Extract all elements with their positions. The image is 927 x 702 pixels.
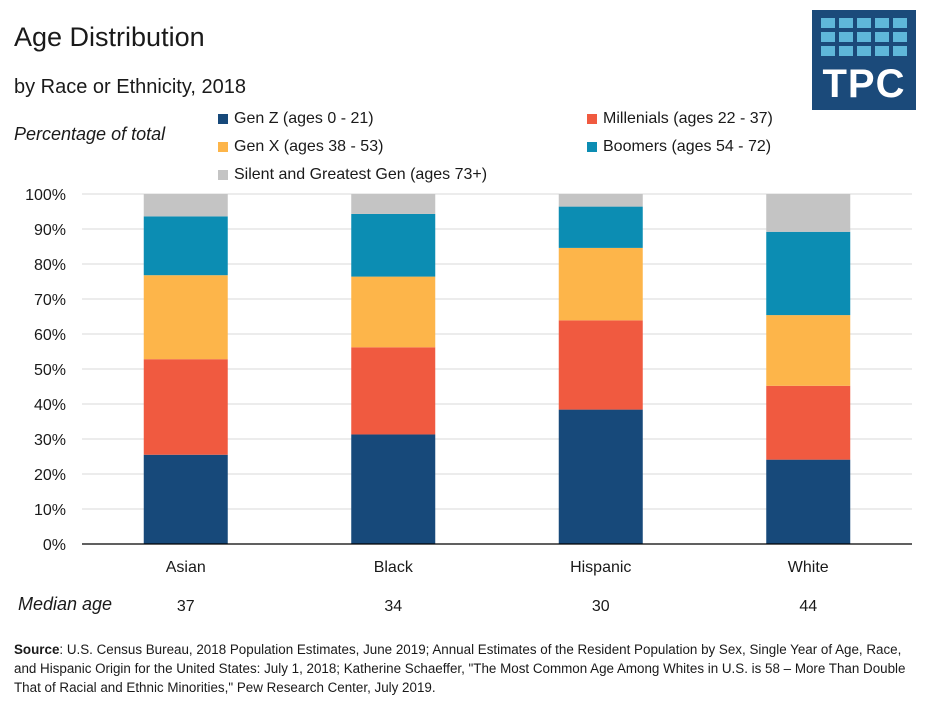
logo-grid-cell <box>893 32 907 42</box>
source-text: : U.S. Census Bureau, 2018 Population Es… <box>14 642 906 695</box>
legend-item-millenials: Millenials (ages 22 - 37) <box>587 110 773 128</box>
legend-item-boomers: Boomers (ages 54 - 72) <box>587 138 771 156</box>
bar-black-gen-x <box>351 276 436 348</box>
bar-white-millenials <box>766 385 851 460</box>
bar-hispanic-boomers <box>558 206 643 248</box>
tpc-logo: TPC <box>812 10 916 110</box>
legend-label-gen-x: Gen X (ages 38 - 53) <box>234 138 384 155</box>
x-tick-label-hispanic: Hispanic <box>570 559 631 576</box>
bar-asian-boomers <box>143 216 228 276</box>
logo-grid-cell <box>857 46 871 56</box>
logo-grid-cell <box>857 32 871 42</box>
logo-grid-cell <box>821 32 835 42</box>
logo-grid-cell <box>875 32 889 42</box>
y-tick-label: 20% <box>34 467 66 484</box>
source-label: Source <box>14 642 60 657</box>
y-tick-label: 10% <box>34 502 66 519</box>
logo-grid-cell <box>893 46 907 56</box>
chart-title: Age Distribution <box>14 22 205 52</box>
y-tick-label: 40% <box>34 397 66 414</box>
bar-hispanic-gen-x <box>558 247 643 321</box>
logo-grid-cell <box>857 18 871 28</box>
bar-asian-millenials <box>143 359 228 455</box>
legend-item-gen-x: Gen X (ages 38 - 53) <box>218 138 383 156</box>
x-tick-label-asian: Asian <box>166 559 206 576</box>
median-age-label: Median age <box>18 594 113 614</box>
logo-grid-cell <box>875 46 889 56</box>
logo-text: TPC <box>822 62 906 106</box>
legend-label-boomers: Boomers (ages 54 - 72) <box>603 138 772 155</box>
y-tick-label: 50% <box>34 362 66 379</box>
bar-white-silent <box>766 194 851 232</box>
bar-asian-gen-x <box>143 275 228 360</box>
bar-hispanic-gen-z <box>558 409 643 544</box>
median-age-black: 34 <box>384 598 403 615</box>
logo-grid-cell <box>821 18 835 28</box>
legend-label-millenials: Millenials (ages 22 - 37) <box>603 110 773 127</box>
bar-black-silent <box>351 194 436 214</box>
y-tick-label: 100% <box>25 187 66 204</box>
y-tick-label: 80% <box>34 257 66 274</box>
bar-asian-gen-z <box>143 454 228 544</box>
median-age-asian: 37 <box>176 598 195 615</box>
bar-white-gen-x <box>766 315 851 386</box>
median-age-white: 44 <box>799 598 818 615</box>
bar-white-gen-z <box>766 459 851 544</box>
x-tick-label-white: White <box>788 559 829 576</box>
legend-swatch-millenials <box>587 114 597 124</box>
legend-swatch-silent <box>218 170 228 180</box>
legend-item-silent: Silent and Greatest Gen (ages 73+) <box>218 166 487 184</box>
bar-hispanic-millenials <box>558 320 643 410</box>
median-age-hispanic: 30 <box>591 598 610 615</box>
legend-swatch-gen-x <box>218 142 228 152</box>
bar-black-boomers <box>351 213 436 277</box>
y-tick-label: 0% <box>43 537 66 554</box>
y-tick-label: 70% <box>34 292 66 309</box>
logo-grid-cell <box>893 18 907 28</box>
bar-white-boomers <box>766 231 851 316</box>
legend-swatch-gen-z <box>218 114 228 124</box>
y-tick-label: 60% <box>34 327 66 344</box>
bar-black-millenials <box>351 347 436 435</box>
logo-grid-cell <box>821 46 835 56</box>
y-axis-label: Percentage of total <box>14 124 166 144</box>
logo-grid-cell <box>839 32 853 42</box>
source-note: Source: U.S. Census Bureau, 2018 Populat… <box>14 640 914 697</box>
y-tick-label: 90% <box>34 222 66 239</box>
legend-label-gen-z: Gen Z (ages 0 - 21) <box>234 110 374 127</box>
bar-black-gen-z <box>351 434 436 544</box>
legend-item-gen-z: Gen Z (ages 0 - 21) <box>218 110 374 128</box>
logo-grid-cell <box>839 46 853 56</box>
legend-label-silent: Silent and Greatest Gen (ages 73+) <box>234 166 488 183</box>
y-tick-label: 30% <box>34 432 66 449</box>
bar-hispanic-silent <box>558 194 643 207</box>
logo-grid-cell <box>839 18 853 28</box>
legend-swatch-boomers <box>587 142 597 152</box>
x-tick-label-black: Black <box>374 559 414 576</box>
chart-subtitle: by Race or Ethnicity, 2018 <box>14 76 246 98</box>
bar-asian-silent <box>143 194 228 217</box>
logo-grid-cell <box>875 18 889 28</box>
